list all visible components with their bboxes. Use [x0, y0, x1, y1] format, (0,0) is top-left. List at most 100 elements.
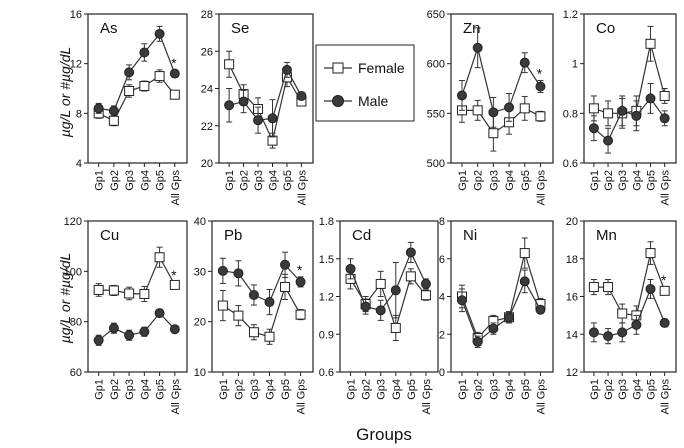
x-tick-label-mn-0: Gp1 — [589, 379, 601, 400]
point-cd-male-5 — [420, 278, 431, 289]
point-cd-male-0 — [345, 263, 356, 274]
x-tick-label-cd-0: Gp1 — [346, 379, 358, 400]
x-tick-label-ni-3: Gp4 — [504, 379, 516, 400]
x-tick-label-zn-4: Gp5 — [520, 170, 532, 191]
y-tick-label-cu-1: 80 — [70, 317, 82, 329]
x-tick-label-co-0: Gp1 — [589, 170, 601, 191]
legend-female-marker — [332, 62, 344, 74]
panel-frame-pb — [211, 220, 314, 373]
point-cu-male-3 — [139, 326, 150, 337]
point-se-male-2 — [253, 115, 264, 126]
x-tick-label-co-5: All Gps — [660, 170, 672, 206]
x-axis-label: Groups — [356, 425, 412, 444]
y-tick-label-co-0: 0.6 — [563, 158, 578, 170]
point-cu-male-4 — [154, 308, 165, 319]
panel-as: 4 8 12 16 Gp1 Gp2 Gp3 Gp4 Gp5 All Gps As * — [70, 9, 188, 206]
panel-zn: 500 550 600 650 Gp1 Gp2 Gp3 Gp4 Gp5 All Gps Zn * — [427, 9, 554, 205]
x-tick-label-as-5: All Gps — [170, 170, 182, 206]
x-tick-label-cu-0: Gp1 — [94, 379, 106, 400]
y-tick-label-mn-4: 20 — [566, 216, 578, 228]
point-cd-female-2 — [375, 278, 386, 289]
point-cu-female-4 — [154, 252, 165, 263]
point-mn-female-0 — [588, 282, 599, 293]
significance-star-pb: * — [297, 262, 303, 278]
series-line-ni-female — [461, 250, 541, 340]
point-cu-male-5 — [169, 324, 180, 335]
y-tick-label-se-1: 22 — [201, 121, 213, 133]
x-tick-label-as-3: Gp4 — [139, 170, 151, 191]
point-ni-male-0 — [456, 295, 467, 306]
y-tick-label-pb-3: 40 — [194, 216, 206, 228]
x-tick-label-se-4: Gp5 — [282, 170, 294, 191]
y-tick-label-co-3: 1.2 — [563, 9, 578, 21]
point-mn-male-1 — [603, 331, 614, 342]
x-tick-label-pb-0: Gp1 — [218, 379, 230, 400]
point-cu-female-2 — [124, 288, 135, 299]
x-tick-label-pb-1: Gp2 — [233, 379, 245, 400]
x-tick-label-mn-2: Gp3 — [617, 379, 629, 400]
x-tick-label-se-1: Gp2 — [239, 170, 251, 191]
panel-title-pb: Pb — [224, 227, 242, 244]
y-tick-label-zn-0: 500 — [427, 158, 445, 170]
x-tick-label-ni-2: Gp3 — [488, 379, 500, 400]
x-tick-label-co-2: Gp3 — [617, 170, 629, 191]
significance-star-mn: * — [661, 272, 667, 288]
point-as-male-0 — [93, 103, 104, 114]
y-tick-label-co-2: 1 — [572, 59, 578, 71]
point-cd-male-1 — [360, 301, 371, 312]
x-tick-label-mn-4: Gp5 — [646, 379, 658, 400]
y-tick-label-zn-2: 600 — [427, 59, 445, 71]
panel-title-as: As — [100, 20, 118, 37]
y-tick-label-mn-0: 12 — [566, 367, 578, 379]
point-se-male-1 — [238, 96, 249, 107]
y-tick-label-se-4: 28 — [201, 9, 213, 21]
point-se-female-3 — [267, 135, 278, 146]
y-tick-label-co-1: 0.8 — [563, 108, 578, 120]
x-tick-label-zn-2: Gp3 — [488, 170, 500, 191]
panel-pb: 10 20 30 40 Gp1 Gp2 Gp3 Gp4 Gp5 All Gps Pb * — [194, 216, 314, 414]
x-tick-label-ni-0: Gp1 — [457, 379, 469, 400]
point-zn-male-0 — [456, 90, 467, 101]
y-tick-label-ni-4: 8 — [439, 216, 445, 228]
point-mn-male-5 — [659, 317, 670, 328]
x-tick-label-cd-5: All Gps — [421, 379, 433, 415]
x-tick-label-mn-5: All Gps — [660, 379, 672, 415]
point-co-male-3 — [631, 110, 642, 121]
point-zn-male-2 — [488, 107, 499, 118]
point-zn-male-1 — [472, 42, 483, 53]
x-tick-label-se-0: Gp1 — [224, 170, 236, 191]
x-tick-label-se-5: All Gps — [296, 170, 308, 206]
x-tick-label-cd-1: Gp2 — [361, 379, 373, 400]
series-line-cd-male — [350, 251, 427, 311]
x-tick-label-co-3: Gp4 — [631, 170, 643, 191]
point-cu-female-5 — [169, 279, 180, 290]
point-zn-male-3 — [504, 102, 515, 113]
y-axis-label-top: µg/L or #µg/dL — [57, 47, 73, 138]
point-ni-male-4 — [519, 276, 530, 287]
y-tick-label-mn-1: 14 — [566, 329, 578, 341]
panel-frame-cu — [87, 220, 188, 373]
x-tick-label-pb-3: Gp4 — [264, 379, 276, 400]
significance-star-cu: * — [171, 267, 177, 283]
y-tick-label-zn-1: 550 — [427, 108, 445, 120]
y-tick-label-ni-1: 2 — [439, 329, 445, 341]
point-se-female-0 — [224, 59, 235, 70]
y-tick-label-cd-0: 0.6 — [319, 367, 334, 379]
x-tick-label-cd-3: Gp4 — [391, 379, 403, 400]
y-tick-label-cd-4: 1.8 — [319, 216, 334, 228]
panel-frame-co — [583, 13, 677, 164]
point-se-male-5 — [296, 90, 307, 101]
x-tick-label-cu-1: Gp2 — [109, 379, 121, 400]
point-pb-male-0 — [217, 265, 228, 276]
y-tick-label-se-3: 26 — [201, 46, 213, 58]
series-line-co-male — [593, 97, 666, 142]
point-cu-male-1 — [108, 323, 119, 334]
x-tick-label-as-2: Gp3 — [124, 170, 136, 191]
legend-male-label: Male — [358, 93, 389, 109]
point-pb-female-5 — [295, 309, 306, 320]
point-co-male-2 — [617, 105, 628, 116]
point-pb-male-4 — [280, 259, 291, 270]
point-as-male-4 — [154, 28, 165, 39]
